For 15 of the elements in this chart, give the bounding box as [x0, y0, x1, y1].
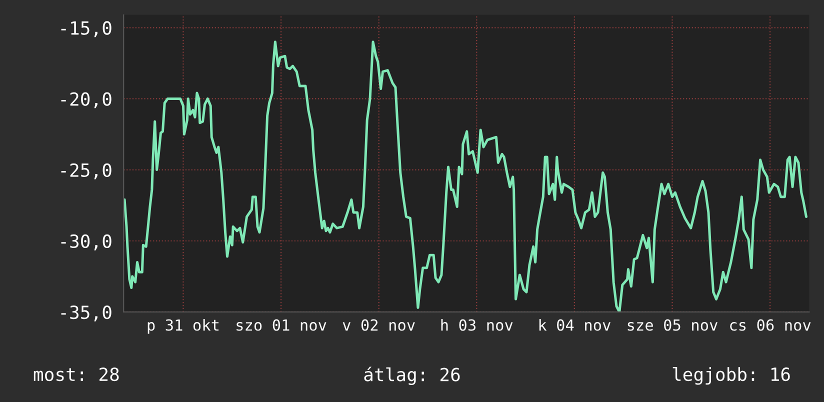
y-tick-label: -35,0	[61, 305, 112, 322]
x-tick-label: v 02 nov	[342, 319, 415, 331]
text: legjobb: 16	[672, 367, 790, 385]
y-tick-label: -25,0	[61, 163, 112, 180]
text: átlag: 26	[364, 366, 460, 386]
x-tick-label: h 03 nov	[441, 318, 513, 331]
x-tick-label: szo 01 nov	[236, 319, 326, 331]
x-tick-label: k 04 nov	[539, 318, 610, 331]
text: most: 28	[34, 368, 119, 382]
x-tick-label: sze 05 nov	[628, 319, 718, 331]
y-tick-label: -20,0	[61, 92, 112, 108]
y-tick-label: -15,0	[61, 21, 112, 38]
y-tick-label: -30,0	[61, 234, 112, 250]
x-tick-label: cs 06 nov	[730, 319, 811, 331]
x-tick-label: p 31 okt	[148, 318, 219, 334]
